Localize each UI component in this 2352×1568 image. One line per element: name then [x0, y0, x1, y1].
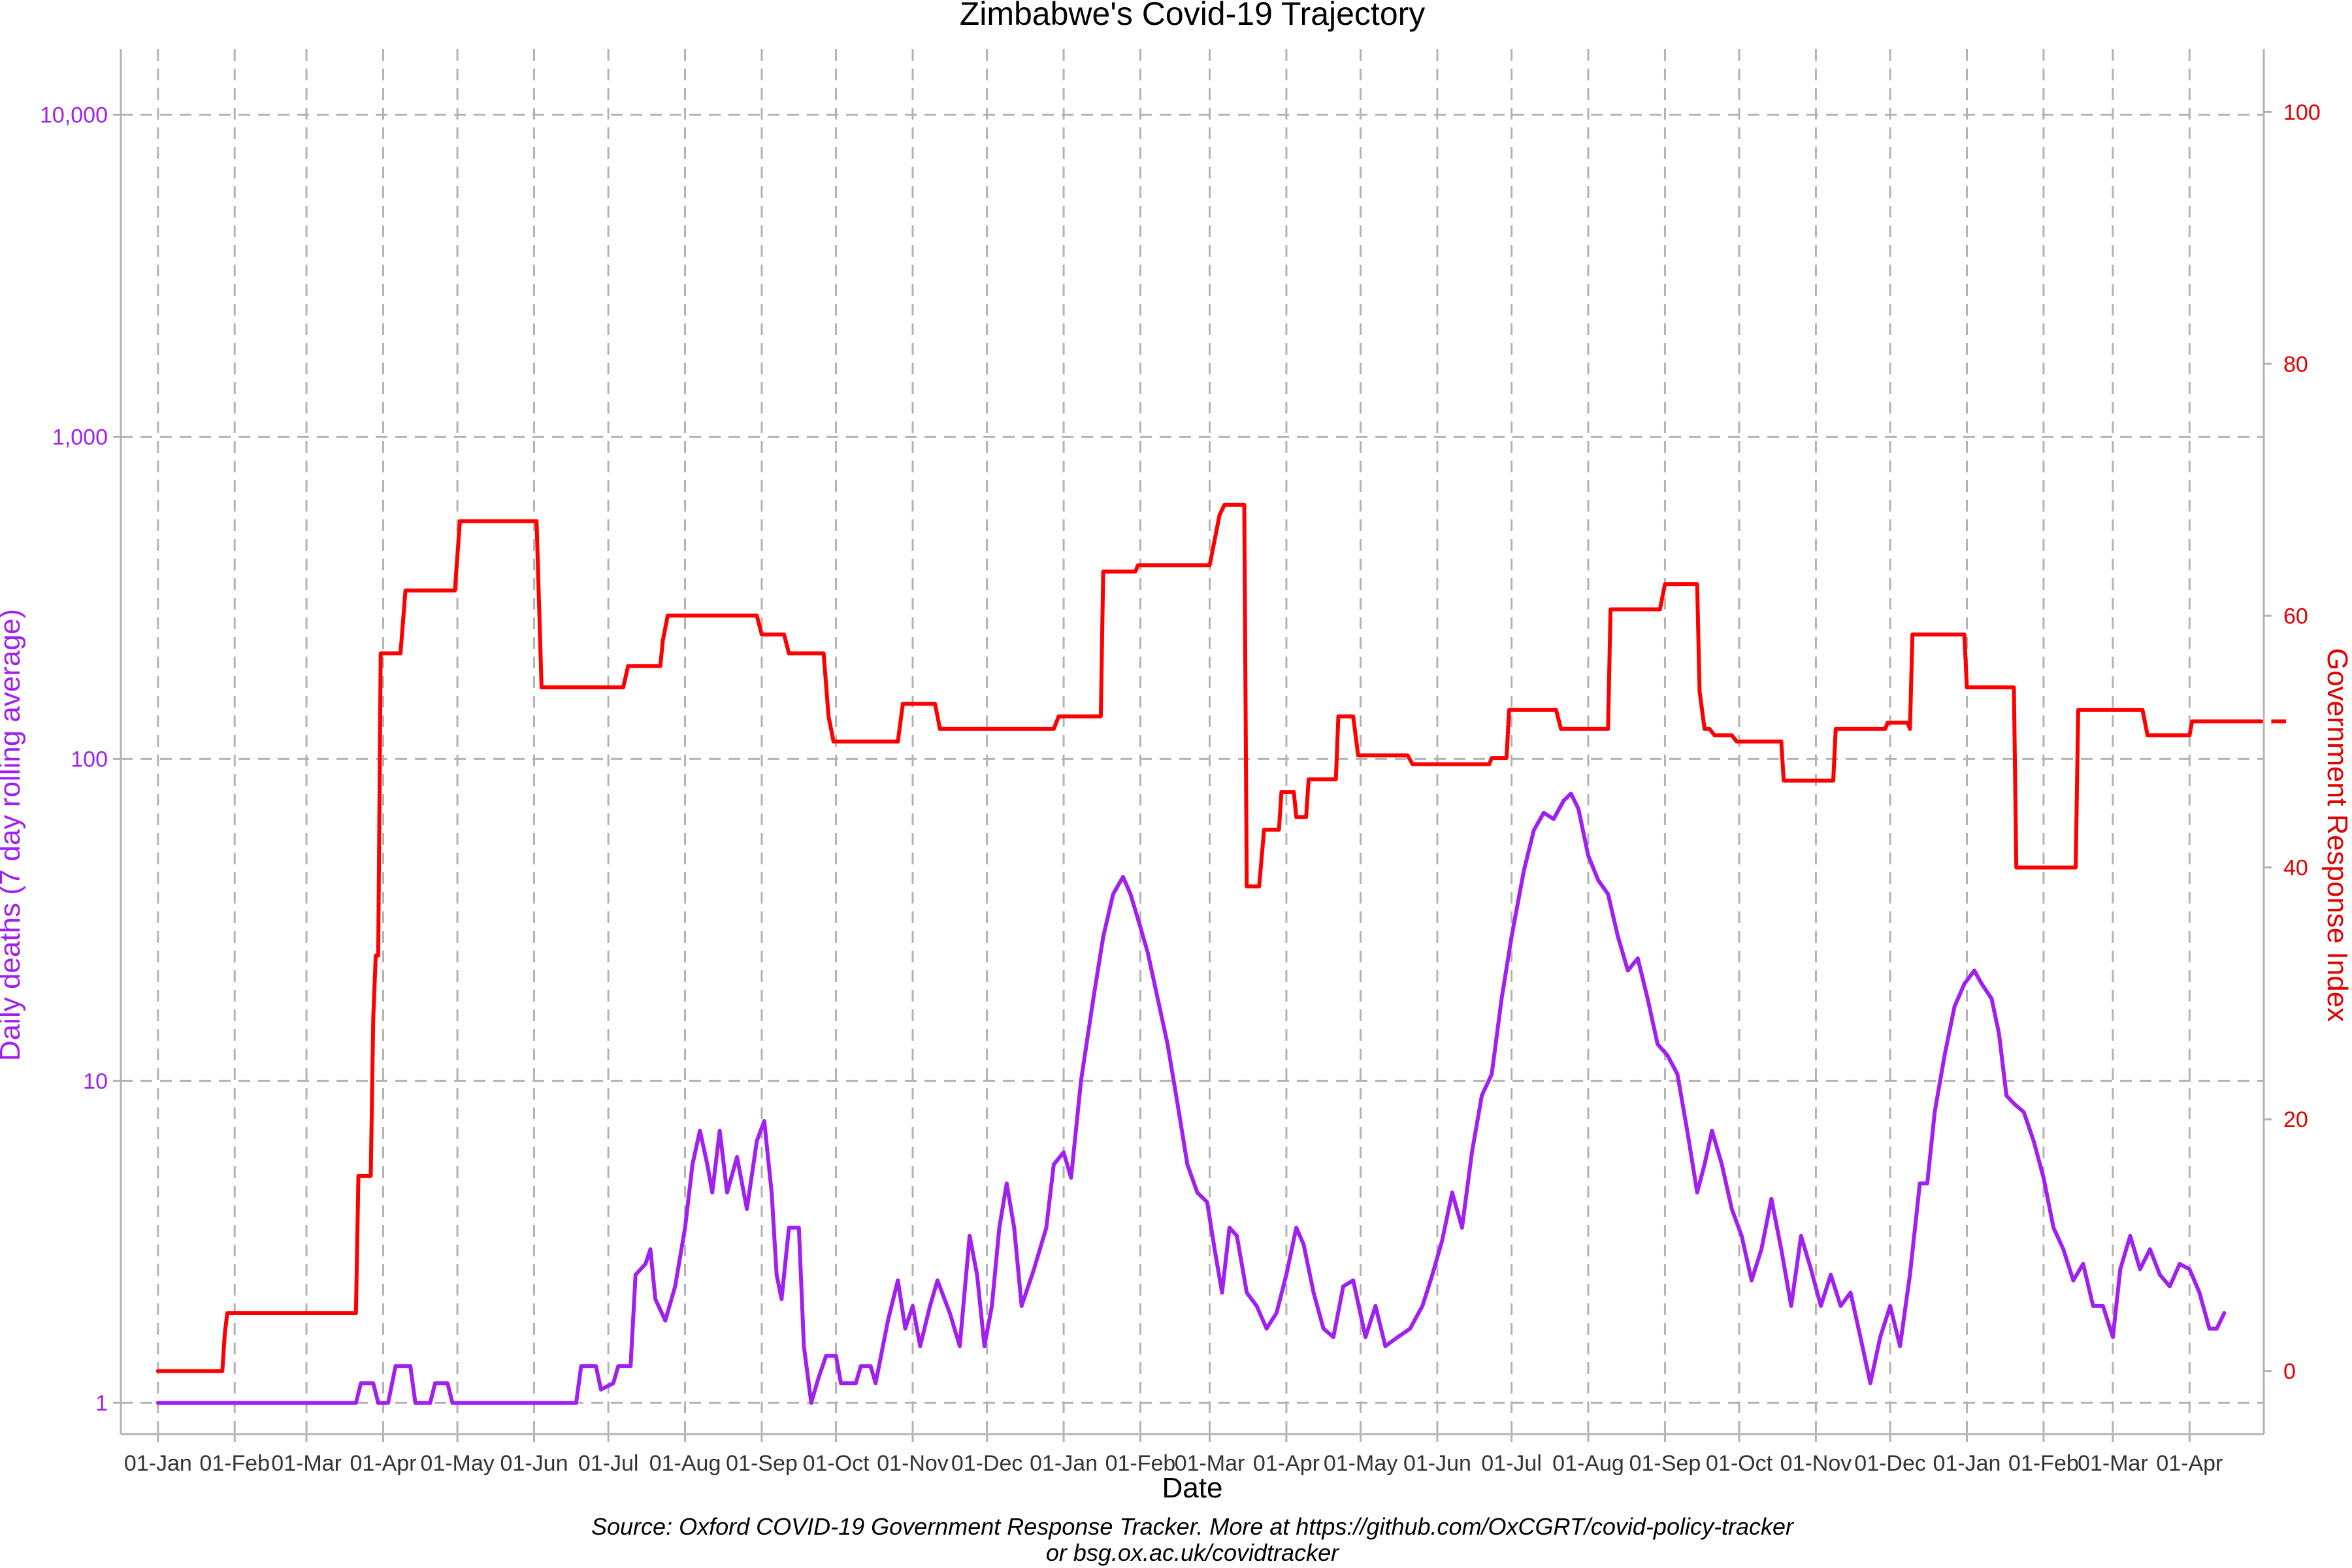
x-tick-label: 01-Jan — [1030, 1451, 1098, 1476]
daily-deaths-line — [155, 791, 2227, 1405]
x-tick-label: 01-May — [420, 1451, 494, 1476]
x-tick-label: 01-Aug — [649, 1451, 721, 1476]
x-tick-label: 01-Dec — [951, 1451, 1023, 1476]
x-tick-label: 01-Jun — [500, 1451, 568, 1476]
x-tick-label: 01-Feb — [199, 1451, 270, 1476]
x-tick-label: 01-Jun — [1403, 1451, 1471, 1476]
x-tick-label: 01-Sep — [726, 1451, 798, 1476]
x-tick-label: 01-Nov — [1780, 1451, 1852, 1476]
x-tick-label: 01-Apr — [350, 1451, 416, 1476]
x-tick-label: 01-Sep — [1629, 1451, 1701, 1476]
caption-line-1: Source: Oxford COVID-19 Government Respo… — [591, 1513, 1795, 1540]
x-tick-label: 01-Oct — [803, 1451, 870, 1476]
government-response-line — [155, 502, 2264, 1373]
x-tick-label: 01-Nov — [877, 1451, 949, 1476]
x-tick-label: 01-Mar — [1175, 1451, 1245, 1476]
x-tick-label: 01-Oct — [1706, 1451, 1773, 1476]
y-right-tick-label: 80 — [2283, 352, 2308, 377]
x-tick-label: 01-Mar — [271, 1451, 342, 1476]
x-tick-label: 01-Aug — [1552, 1451, 1624, 1476]
x-tick-label: 01-Jan — [1933, 1451, 2001, 1476]
x-tick-label: 01-Jul — [578, 1451, 639, 1476]
y-left-tick-label: 1 — [95, 1391, 108, 1416]
x-tick-label: 01-Jul — [1481, 1451, 1542, 1476]
x-axis-label: Date — [1162, 1472, 1223, 1504]
y-left-tick-label: 100 — [71, 747, 108, 772]
y-right-tick-label: 0 — [2283, 1360, 2296, 1384]
y-left-tick-label: 10,000 — [40, 103, 108, 128]
x-tick-label: 01-Apr — [1253, 1451, 1320, 1476]
axes — [113, 49, 2272, 1442]
y-axis-label-right: Government Response Index — [2321, 648, 2352, 1022]
x-tick-label: 01-May — [1324, 1451, 1397, 1476]
tick-labels: 01-Jan 01-Feb 01-Mar 01-Apr 01-May 01-Jun 01-J… — [40, 100, 2321, 1476]
x-tick-label: 01-Dec — [1854, 1451, 1926, 1476]
y-right-tick-label: 60 — [2283, 604, 2308, 629]
y-right-tick-label: 20 — [2283, 1107, 2308, 1132]
grid-lines — [121, 49, 2264, 1434]
series-lines — [155, 502, 2287, 1405]
y-left-tick-label: 1,000 — [52, 425, 108, 450]
y-right-tick-label: 40 — [2283, 856, 2308, 881]
y-left-tick-label: 10 — [83, 1069, 108, 1094]
y-axis-label-left: Daily deaths (7 day rolling average) — [0, 609, 26, 1061]
chart-title: Zimbabwe's Covid-19 Trajectory — [960, 0, 1426, 32]
x-tick-label: 01-Mar — [2078, 1451, 2148, 1476]
caption-line-2: or bsg.ox.ac.uk/covidtracker — [1046, 1539, 1340, 1566]
x-tick-label: 01-Jan — [124, 1451, 192, 1476]
y-right-tick-label: 100 — [2283, 100, 2321, 125]
x-tick-label: 01-Feb — [2008, 1451, 2079, 1476]
x-tick-label: 01-Feb — [1105, 1451, 1176, 1476]
x-tick-label: 01-Apr — [2156, 1451, 2223, 1476]
